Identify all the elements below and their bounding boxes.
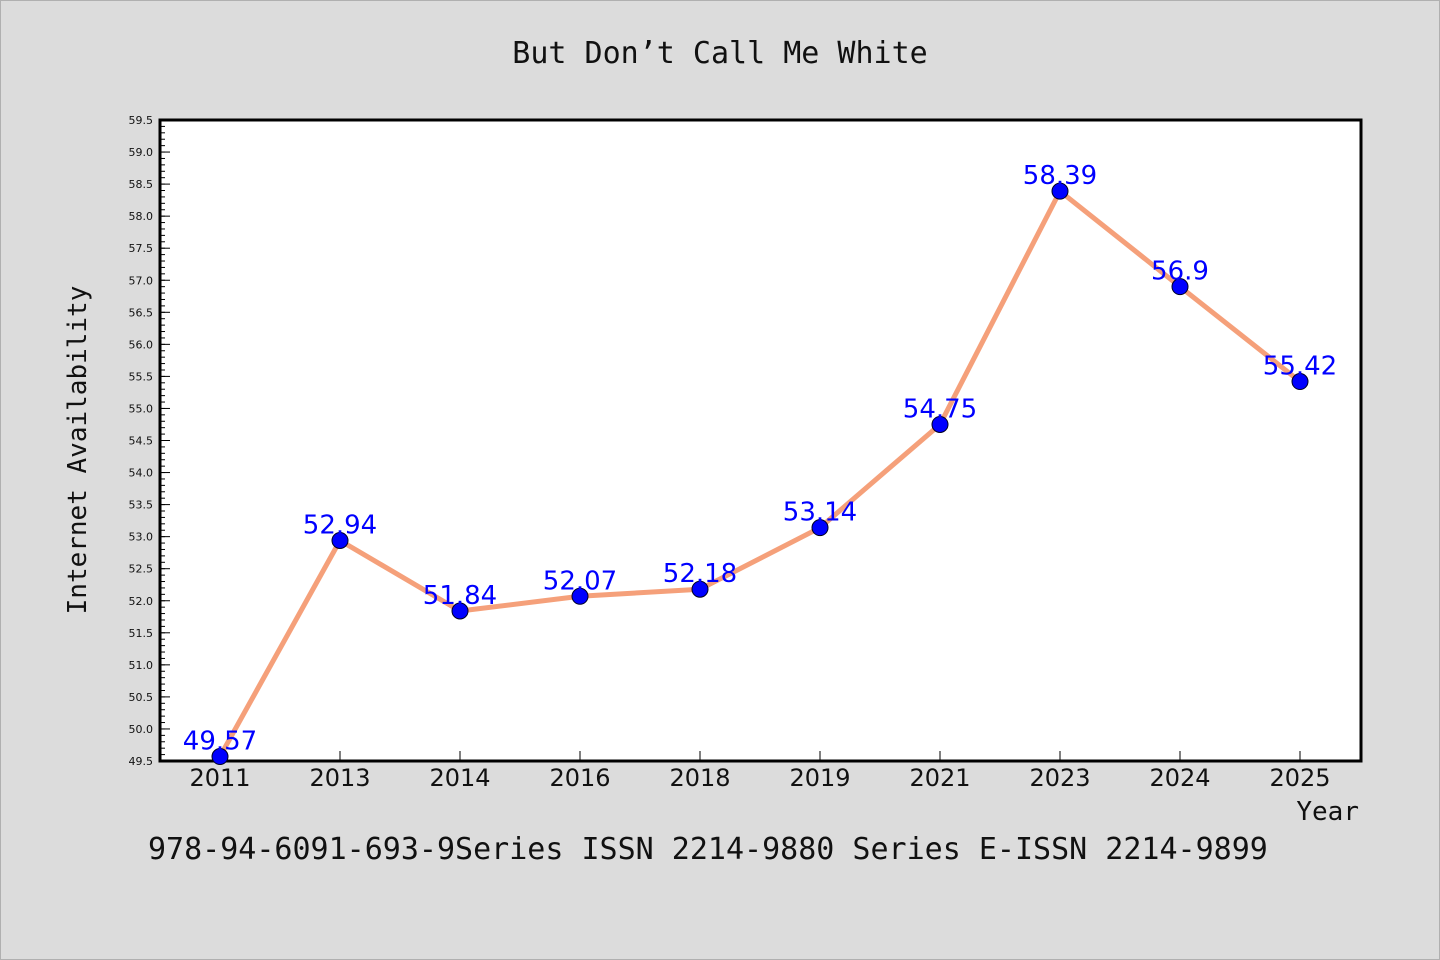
data-point: [931, 415, 949, 433]
data-point: [691, 580, 709, 598]
y-tick-label: 52.5: [129, 563, 154, 576]
data-label: 51.84: [423, 581, 497, 611]
y-axis: 49.5 50.0 50.5 51.0 51.5 52.0 52.5 53.0 53.5 54.0…: [129, 114, 170, 768]
data-label: 52.07: [543, 566, 617, 596]
data-label: 55.42: [1263, 352, 1337, 382]
y-axis-label: Internet Availability: [63, 286, 93, 615]
y-tick-label: 54.5: [129, 435, 154, 448]
footer-isbn-text: 978-94-6091-693-9Series ISSN 2214-9880 S…: [148, 832, 1268, 867]
y-tick-label: 57.0: [129, 274, 154, 287]
data-label: 49.57: [183, 727, 257, 757]
x-axis-label: Year: [1296, 797, 1359, 827]
x-tick-label: 2011: [189, 764, 250, 792]
chart-title: But Don’t Call Me White: [512, 36, 928, 71]
y-tick-label: 53.0: [129, 531, 154, 544]
series-internet-availability: 49.57 52.94 51.84 52.07 52.18 53.14 54.75 58.39…: [183, 161, 1337, 766]
y-tick-label: 54.0: [129, 467, 154, 480]
data-label: 56.9: [1151, 257, 1209, 287]
y-tick-label: 49.5: [129, 755, 154, 768]
data-point: [451, 602, 469, 620]
y-tick-label: 57.5: [129, 242, 154, 255]
y-tick-label: 59.5: [129, 114, 154, 127]
series-line: [217, 188, 1303, 760]
x-axis: 2011 2013 2014 2016 2018 2019 2021 2023 2024 2025: [189, 751, 1331, 792]
data-point: [571, 587, 589, 605]
y-tick-label: 51.0: [129, 659, 154, 672]
y-tick-label: 56.5: [129, 306, 154, 319]
data-label: 53.14: [783, 498, 857, 528]
x-tick-label: 2014: [429, 764, 490, 792]
data-label: 52.18: [663, 559, 737, 589]
x-tick-label: 2024: [1149, 764, 1210, 792]
x-tick-label: 2018: [669, 764, 730, 792]
x-tick-label: 2019: [789, 764, 850, 792]
y-tick-label: 58.0: [129, 210, 154, 223]
data-point: [331, 531, 349, 549]
y-tick-label: 58.5: [129, 178, 154, 191]
data-point: [1051, 182, 1069, 200]
y-tick-label: 50.0: [129, 723, 154, 736]
y-tick-label: 53.5: [129, 499, 154, 512]
data-point: [1171, 278, 1189, 296]
y-tick-label: 55.5: [129, 370, 154, 383]
x-tick-label: 2023: [1029, 764, 1090, 792]
data-label: 52.94: [303, 510, 377, 540]
x-tick-label: 2021: [909, 764, 970, 792]
y-tick-label: 59.0: [129, 146, 154, 159]
data-label: 58.39: [1023, 161, 1097, 191]
plot-area: [158, 118, 1363, 763]
x-tick-label: 2025: [1269, 764, 1330, 792]
y-tick-label: 56.0: [129, 338, 154, 351]
data-point: [811, 519, 829, 537]
y-tick-label: 52.0: [129, 595, 154, 608]
y-tick-label: 51.5: [129, 627, 154, 640]
data-point: [1291, 373, 1309, 391]
y-tick-label: 50.5: [129, 691, 154, 704]
x-tick-label: 2013: [309, 764, 370, 792]
data-label: 54.75: [903, 394, 977, 424]
y-tick-label: 55.0: [129, 402, 154, 415]
x-tick-label: 2016: [549, 764, 610, 792]
data-point: [211, 748, 229, 766]
